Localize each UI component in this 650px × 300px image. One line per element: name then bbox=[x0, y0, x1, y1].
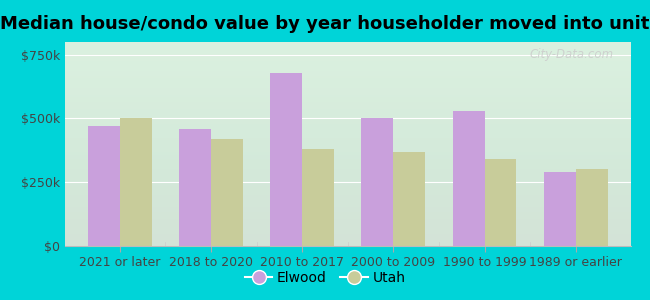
Bar bbox=[211, 139, 243, 246]
Bar bbox=[270, 73, 302, 246]
Bar bbox=[361, 118, 393, 246]
Bar bbox=[302, 149, 334, 246]
Text: City-Data.com: City-Data.com bbox=[529, 48, 614, 61]
Bar bbox=[544, 172, 576, 246]
Bar bbox=[484, 159, 517, 246]
Bar bbox=[393, 152, 425, 246]
Text: Median house/condo value by year householder moved into unit: Median house/condo value by year househo… bbox=[0, 15, 650, 33]
Bar bbox=[120, 118, 151, 246]
Bar bbox=[452, 111, 484, 246]
Legend: Elwood, Utah: Elwood, Utah bbox=[239, 265, 411, 290]
Bar bbox=[576, 169, 608, 246]
Bar bbox=[88, 126, 120, 246]
Bar bbox=[179, 129, 211, 246]
